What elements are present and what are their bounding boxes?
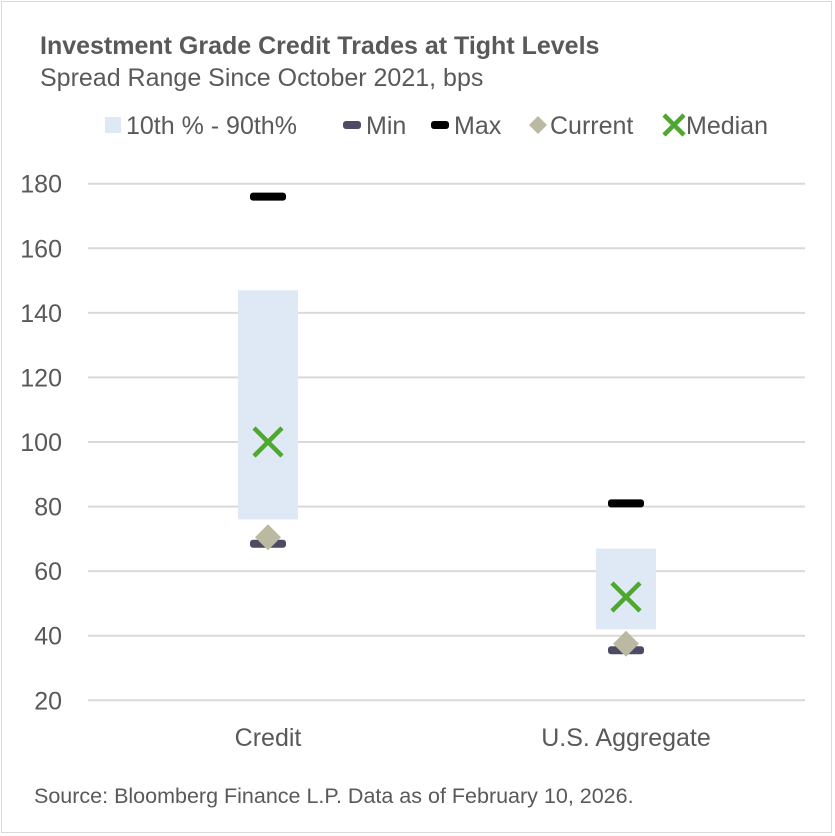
legend-swatch-range — [105, 117, 121, 133]
y-tick-label: 80 — [34, 494, 62, 522]
median-marker — [252, 426, 284, 458]
y-tick-label: 120 — [20, 364, 62, 392]
legend-label-min: Min — [366, 112, 406, 140]
legend-label-current: Current — [550, 112, 633, 140]
x-tick-label: U.S. Aggregate — [541, 724, 711, 752]
max-marker — [250, 192, 286, 201]
chart-source: Source: Bloomberg Finance L.P. Data as o… — [34, 784, 634, 808]
y-tick-label: 140 — [20, 300, 62, 328]
legend-swatch-current — [529, 116, 547, 134]
y-tick-label: 40 — [34, 623, 62, 651]
y-tick-label: 60 — [34, 558, 62, 586]
range-bar — [238, 290, 298, 520]
range-bar — [596, 548, 656, 630]
legend-swatch-max — [431, 121, 449, 129]
legend-label-max: Max — [454, 112, 502, 140]
y-tick-label: 180 — [20, 171, 62, 199]
y-tick-label: 160 — [20, 235, 62, 263]
legend-swatch-min — [343, 121, 361, 129]
max-marker — [608, 499, 644, 508]
current-marker — [613, 630, 639, 657]
chart-subtitle: Spread Range Since October 2021, bps — [40, 64, 484, 92]
legend-swatch-median — [662, 113, 686, 137]
legend-label-median: Median — [686, 112, 768, 140]
legend-label-range: 10th % - 90th% — [126, 112, 297, 140]
y-tick-label: 100 — [20, 429, 62, 457]
chart-title: Investment Grade Credit Trades at Tight … — [40, 32, 600, 60]
current-marker — [255, 524, 281, 551]
x-tick-label: Credit — [235, 724, 302, 752]
y-tick-label: 20 — [34, 687, 62, 715]
median-marker — [610, 581, 642, 613]
